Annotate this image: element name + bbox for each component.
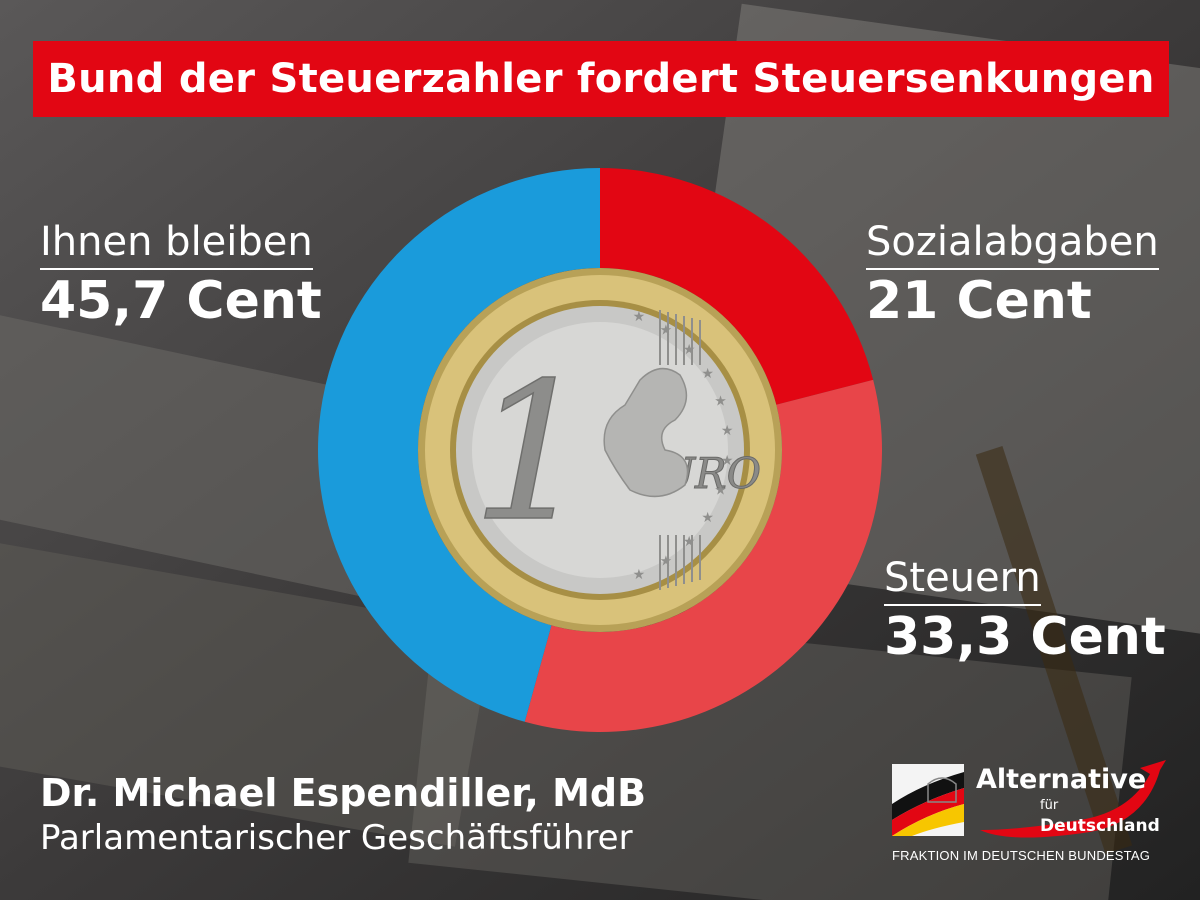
label-ihnen-bleiben: Ihnen bleiben 45,7 Cent [40,220,322,332]
coin-star-icon: ★ [714,483,727,499]
label-ihnen-bleiben-value: 45,7 Cent [40,271,322,331]
label-ihnen-bleiben-name: Ihnen bleiben [40,220,313,270]
coin-star-icon: ★ [714,393,727,409]
party-logo: Alternative für Deutschland FRAKTION IM … [890,760,1180,870]
author-role: Parlamentarischer Geschäftsführer [40,818,633,858]
label-steuern: Steuern 33,3 Cent [884,556,1166,668]
coin-star-icon: ★ [633,567,646,583]
author-block: Dr. Michael Espendiller, MdB Parlamentar… [40,770,646,860]
euro-coin: 1 EURO ★★★★★★★★★★★★ [418,268,782,632]
coin-star-icon: ★ [701,510,714,526]
title-banner: Bund der Steuerzahler fordert Steuersenk… [33,41,1169,117]
coin-numeral: 1 [472,342,593,563]
label-sozialabgaben-name: Sozialabgaben [866,220,1159,270]
coin-star-icon: ★ [721,453,734,469]
label-steuern-value: 33,3 Cent [884,607,1166,667]
slice-ihnen-bleiben [318,168,600,722]
chart-title: Bund der Steuerzahler fordert Steuersenk… [47,56,1155,102]
coin-star-icon: ★ [701,366,714,382]
logo-line1: Alternative [976,764,1147,795]
label-steuern-name: Steuern [884,556,1041,606]
afd-arrow-icon [980,760,1166,838]
label-sozialabgaben: Sozialabgaben 21 Cent [866,220,1159,332]
slice-sozialabgaben [600,168,874,405]
coin-star-icon: ★ [683,534,696,550]
coin-star-icon: ★ [721,423,734,439]
logo-line3: Deutschland [1040,816,1160,836]
coin-star-icon: ★ [660,323,673,339]
donut-chart: 1 EURO ★★★★★★★★★★★★ [318,168,882,732]
bundestag-flag-icon [892,764,964,836]
logo-subtitle: FRAKTION IM DEUTSCHEN BUNDESTAG [892,848,1151,863]
coin-star-icon: ★ [633,309,646,325]
slice-steuern [524,379,882,732]
coin-star-icon: ★ [660,553,673,569]
author-name: Dr. Michael Espendiller, MdB [40,771,647,815]
coin-star-icon: ★ [683,342,696,358]
label-sozialabgaben-value: 21 Cent [866,271,1092,331]
logo-line2: für [1040,798,1059,813]
